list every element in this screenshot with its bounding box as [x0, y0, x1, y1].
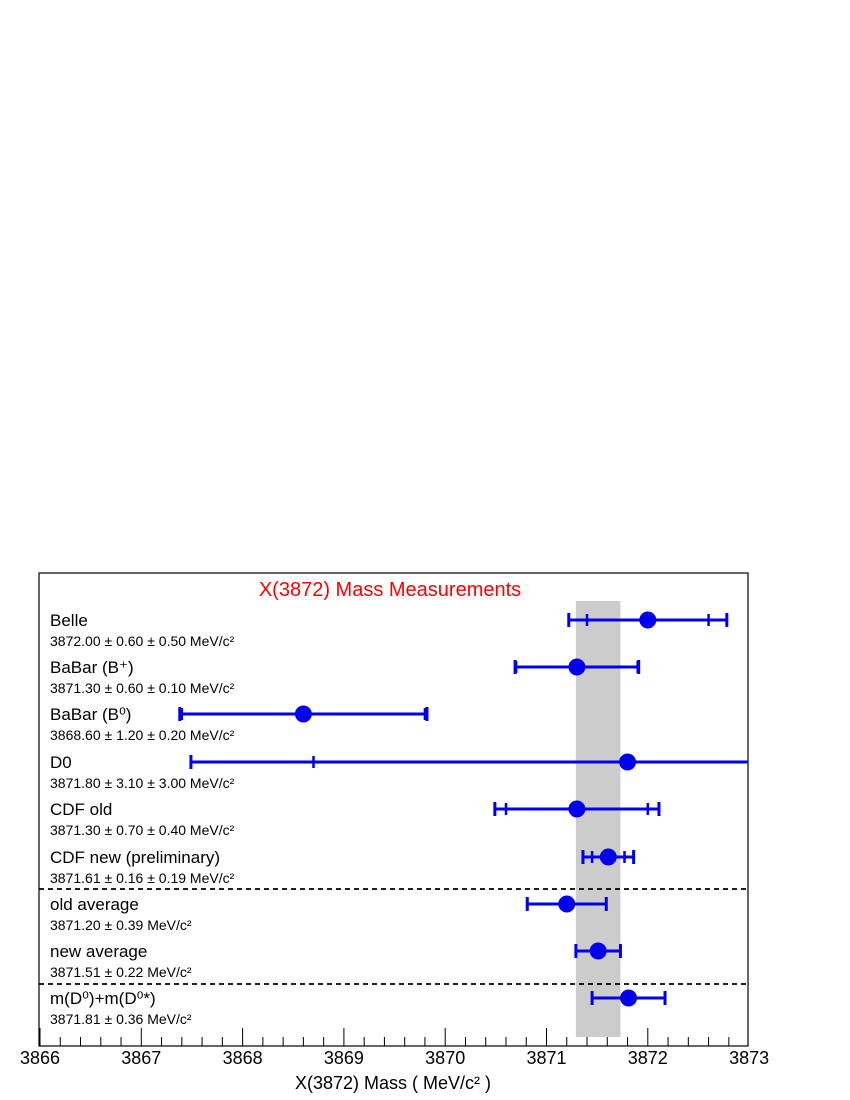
- entry-value: 3871.20 ± 0.39 MeV/c²: [50, 917, 192, 933]
- x-tick-label: 3871: [526, 1048, 566, 1068]
- x-tick-label: 3870: [425, 1048, 465, 1068]
- entry-value: 3868.60 ± 1.20 ± 0.20 MeV/c²: [50, 727, 235, 743]
- x-tick-label: 3867: [121, 1048, 161, 1068]
- entry-value: 3871.51 ± 0.22 MeV/c²: [50, 964, 192, 980]
- entry-value: 3871.81 ± 0.36 MeV/c²: [50, 1011, 192, 1027]
- data-point: [599, 848, 617, 866]
- entry-value: 3871.30 ± 0.70 ± 0.40 MeV/c²: [50, 822, 235, 838]
- data-point: [639, 611, 657, 629]
- x-tick-label: 3873: [729, 1048, 769, 1068]
- entry-name: D0: [50, 753, 72, 772]
- entry-name: new average: [50, 942, 147, 961]
- data-point: [620, 989, 638, 1007]
- entry-name: BaBar (B⁺): [50, 658, 134, 677]
- entry-name: BaBar (B⁰): [50, 705, 131, 724]
- x-axis-label: X(3872) Mass ( MeV/c² ): [295, 1073, 491, 1093]
- chart-title: X(3872) Mass Measurements: [259, 579, 521, 601]
- average-band-layer: [575, 601, 621, 1037]
- x-tick-label: 3866: [20, 1048, 60, 1068]
- entry-name: CDF old: [50, 800, 112, 819]
- marks-layer: [178, 611, 748, 1007]
- data-point: [568, 658, 586, 676]
- data-point: [589, 942, 607, 960]
- x-tick-label: 3868: [223, 1048, 263, 1068]
- entry-value: 3871.80 ± 3.10 ± 3.00 MeV/c²: [50, 775, 235, 791]
- data-point: [294, 705, 312, 723]
- x-tick-label: 3872: [628, 1048, 668, 1068]
- separator-layer: [39, 888, 748, 985]
- data-point: [568, 800, 586, 818]
- x-tick-label: 3869: [324, 1048, 364, 1068]
- plot-frame: [38, 572, 749, 1047]
- entry-name: m(D⁰)+m(D⁰*): [50, 989, 156, 1008]
- entry-name: Belle: [50, 611, 88, 630]
- entry-name: CDF new (preliminary): [50, 848, 220, 867]
- x-axis: 3866 3867 3868 3869 3870 3871 3872 3873: [20, 1028, 769, 1068]
- entry-value: 3872.00 ± 0.60 ± 0.50 MeV/c²: [50, 633, 235, 649]
- data-point: [558, 895, 576, 913]
- entry-value: 3871.30 ± 0.60 ± 0.10 MeV/c²: [50, 680, 235, 696]
- data-point: [619, 753, 637, 771]
- entry-name: old average: [50, 895, 139, 914]
- entry-value: 3871.61 ± 0.16 ± 0.19 MeV/c²: [50, 870, 235, 886]
- entry-label-layer: Belle 3872.00 ± 0.60 ± 0.50 MeV/c² BaBar (…: [50, 611, 235, 1027]
- average-band: [575, 601, 621, 1037]
